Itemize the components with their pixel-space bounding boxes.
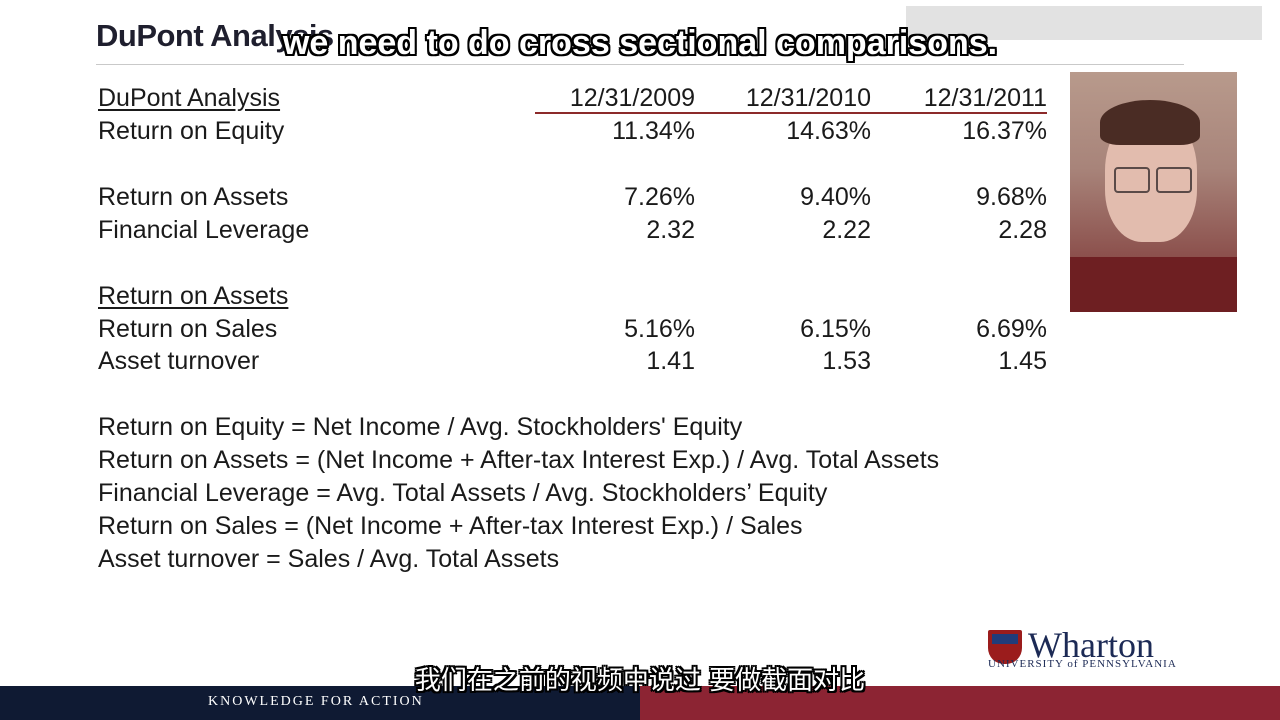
cell: 11.34% [612, 117, 695, 145]
subtitle-english: we need to do cross sectional comparison… [282, 24, 998, 62]
footer-bar-navy [0, 686, 640, 720]
cell: 2.28 [998, 216, 1047, 244]
formula-roe: Return on Equity = Net Income / Avg. Sto… [98, 413, 743, 441]
footer-tagline: KNOWLEDGE FOR ACTION [208, 694, 424, 709]
wharton-logo: Wharton UNIVERSITY of PENNSYLVANIA [988, 625, 1198, 673]
cell: 9.68% [976, 183, 1047, 211]
formula-ros: Return on Sales = (Net Income + After-ta… [98, 512, 803, 540]
cell: 6.69% [976, 315, 1047, 343]
wharton-wordmark: Wharton [1028, 625, 1154, 665]
date-col-1: 12/31/2009 [569, 84, 695, 112]
cell: 7.26% [624, 183, 695, 211]
cell: 1.53 [822, 347, 871, 375]
row-label: Financial Leverage [98, 216, 310, 244]
cell: 14.63% [786, 117, 871, 145]
cell: 2.22 [822, 216, 871, 244]
glasses-left [1114, 167, 1150, 193]
cell: 5.16% [624, 315, 695, 343]
subtitle-chinese: 我们在之前的视频中说过 要做截面对比 [414, 666, 866, 696]
presenter-photo [1070, 72, 1237, 312]
row-label: Return on Equity [98, 117, 285, 145]
cell: 16.37% [962, 117, 1047, 145]
table-header-label: DuPont Analysis [98, 84, 281, 112]
cell: 1.41 [646, 347, 695, 375]
cell: 1.45 [998, 347, 1047, 375]
title-divider [96, 64, 1184, 65]
date-col-2: 12/31/2010 [745, 84, 871, 112]
glasses-right [1156, 167, 1192, 193]
university-name: UNIVERSITY of PENNSYLVANIA [988, 658, 1177, 670]
row-label: Asset turnover [98, 347, 260, 375]
penn-shield-logo [988, 630, 1022, 664]
section-label: Return on Assets [98, 282, 289, 310]
date-col-3: 12/31/2011 [923, 84, 1047, 112]
presenter-hair [1100, 100, 1200, 145]
cell: 9.40% [800, 183, 871, 211]
cell: 2.32 [646, 216, 695, 244]
overlay-box [906, 6, 1262, 40]
slide-title: DuPont Analysis [96, 18, 334, 53]
date-underline [535, 112, 1047, 114]
row-label: Return on Sales [98, 315, 278, 343]
formula-roa: Return on Assets = (Net Income + After-t… [98, 446, 940, 474]
formula-turnover: Asset turnover = Sales / Avg. Total Asse… [98, 545, 560, 573]
cell: 6.15% [800, 315, 871, 343]
row-label: Return on Assets [98, 183, 289, 211]
formula-leverage: Financial Leverage = Avg. Total Assets /… [98, 479, 828, 507]
presenter-shirt [1070, 257, 1237, 312]
footer-bar-red [640, 686, 1280, 720]
